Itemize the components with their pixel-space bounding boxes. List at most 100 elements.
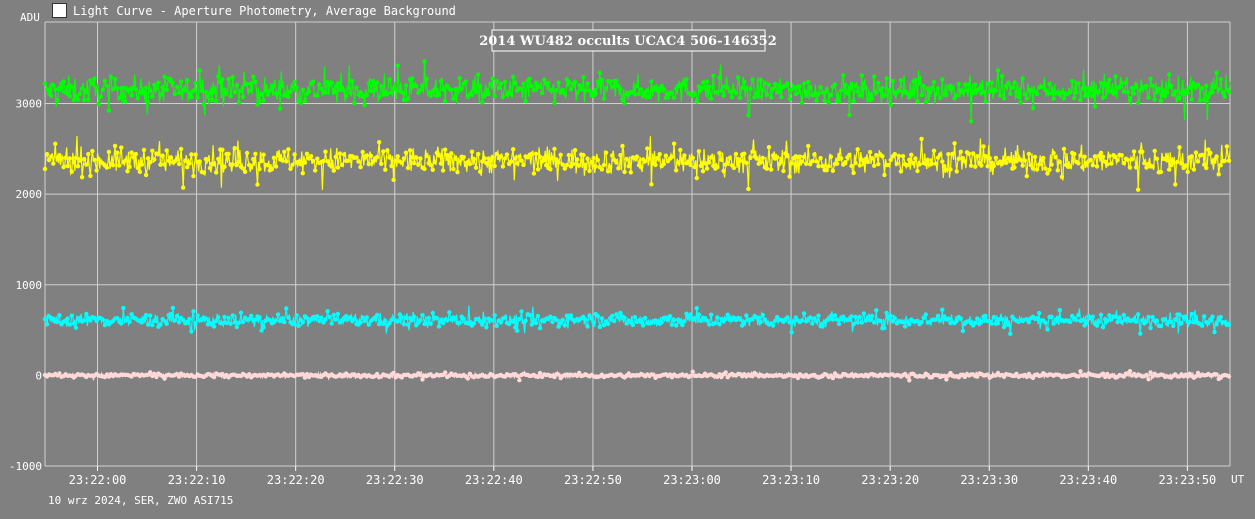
data-point bbox=[779, 159, 784, 165]
data-point bbox=[618, 310, 623, 316]
data-point bbox=[96, 102, 101, 107]
data-point bbox=[1193, 374, 1199, 379]
data-point bbox=[75, 164, 81, 169]
data-point bbox=[719, 157, 724, 162]
data-point bbox=[98, 94, 103, 99]
data-point bbox=[261, 152, 266, 157]
data-point bbox=[834, 317, 840, 322]
data-point bbox=[358, 320, 363, 325]
data-point bbox=[335, 165, 341, 170]
data-point bbox=[876, 162, 881, 167]
data-point bbox=[882, 93, 887, 98]
data-point bbox=[267, 317, 272, 323]
data-point bbox=[583, 88, 588, 93]
data-point bbox=[145, 100, 151, 105]
data-point bbox=[707, 84, 712, 89]
data-point bbox=[82, 318, 87, 323]
data-point bbox=[449, 87, 454, 93]
data-point bbox=[1218, 77, 1223, 82]
data-point bbox=[527, 312, 532, 318]
data-point bbox=[649, 79, 654, 84]
data-point bbox=[234, 324, 239, 330]
data-point bbox=[104, 165, 110, 170]
data-point bbox=[480, 159, 485, 164]
data-point bbox=[1045, 171, 1050, 176]
data-point bbox=[443, 147, 448, 152]
data-point bbox=[938, 317, 943, 323]
data-point bbox=[53, 87, 58, 92]
data-point bbox=[770, 153, 776, 158]
data-point bbox=[424, 76, 429, 82]
data-point bbox=[1206, 94, 1211, 100]
data-point bbox=[929, 161, 935, 166]
data-point bbox=[696, 149, 702, 154]
data-point bbox=[88, 173, 93, 179]
data-point bbox=[405, 165, 411, 171]
data-point bbox=[364, 93, 369, 98]
data-point bbox=[966, 151, 972, 156]
data-point bbox=[261, 325, 266, 330]
data-point bbox=[1187, 85, 1193, 91]
data-point bbox=[88, 78, 93, 83]
data-point bbox=[1012, 80, 1017, 85]
data-point bbox=[1191, 167, 1197, 172]
data-point bbox=[471, 156, 477, 162]
data-point bbox=[601, 96, 607, 101]
data-point bbox=[810, 321, 815, 326]
data-point bbox=[1092, 104, 1098, 109]
data-point bbox=[707, 160, 712, 165]
data-point bbox=[436, 153, 442, 158]
data-point bbox=[228, 321, 233, 326]
data-point bbox=[284, 159, 289, 164]
data-point bbox=[704, 318, 710, 323]
data-point bbox=[1119, 319, 1124, 325]
data-point bbox=[1117, 85, 1122, 90]
data-point bbox=[1129, 157, 1135, 162]
data-point bbox=[1074, 90, 1079, 95]
data-point bbox=[977, 86, 982, 91]
data-point bbox=[680, 322, 685, 328]
data-point bbox=[494, 323, 499, 329]
data-point bbox=[183, 88, 188, 93]
data-point bbox=[117, 95, 122, 101]
data-point bbox=[845, 91, 850, 96]
data-point bbox=[228, 93, 233, 99]
data-point bbox=[1070, 78, 1075, 84]
data-point bbox=[1121, 160, 1127, 166]
data-point bbox=[515, 161, 520, 166]
data-point bbox=[750, 149, 755, 154]
data-point bbox=[379, 84, 384, 89]
data-point bbox=[550, 155, 555, 160]
data-point bbox=[622, 169, 627, 175]
data-point bbox=[189, 329, 194, 334]
data-point bbox=[791, 85, 796, 90]
data-point bbox=[589, 316, 594, 321]
data-point bbox=[319, 315, 324, 320]
data-point bbox=[1113, 154, 1118, 160]
data-point bbox=[500, 94, 506, 100]
data-point bbox=[572, 148, 578, 153]
data-point bbox=[737, 95, 743, 101]
data-point bbox=[940, 307, 945, 312]
data-point bbox=[1177, 312, 1182, 317]
data-point bbox=[1059, 174, 1065, 179]
data-point bbox=[999, 161, 1005, 167]
data-point bbox=[1187, 319, 1193, 325]
data-point bbox=[325, 309, 330, 314]
data-point bbox=[948, 167, 953, 172]
data-point bbox=[436, 92, 442, 98]
data-point bbox=[1043, 166, 1048, 171]
data-point bbox=[853, 83, 858, 88]
data-point bbox=[90, 81, 95, 86]
data-point bbox=[426, 315, 431, 321]
data-point bbox=[721, 93, 726, 98]
data-point bbox=[440, 320, 446, 326]
data-point bbox=[812, 92, 817, 98]
data-point bbox=[942, 373, 947, 378]
data-point bbox=[556, 324, 561, 329]
data-point bbox=[143, 312, 149, 318]
data-point bbox=[395, 63, 400, 68]
data-point bbox=[694, 99, 699, 104]
data-point bbox=[1129, 85, 1135, 91]
data-point bbox=[620, 97, 625, 103]
